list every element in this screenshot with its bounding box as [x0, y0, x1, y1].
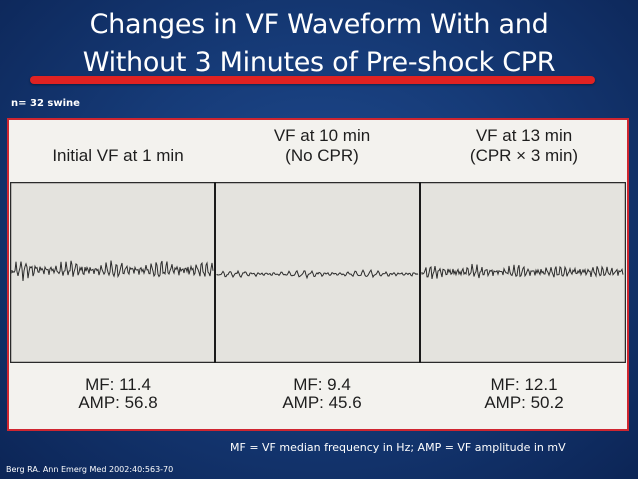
- vf-waveform-10min: [216, 268, 419, 280]
- slide-title: Changes in VF Waveform With and Without …: [0, 6, 638, 82]
- panel-2-heading: VF at 10 min (No CPR): [227, 126, 417, 166]
- title-underline-bar: [30, 76, 595, 84]
- abbreviation-legend: MF = VF median frequency in Hz; AMP = VF…: [230, 441, 566, 454]
- ecg-figure-panel: Initial VF at 1 min VF at 10 min (No CPR…: [7, 118, 629, 431]
- vf-waveform-1min: [11, 260, 214, 282]
- panel-1-values: MF: 11.4 AMP: 56.8: [23, 376, 213, 412]
- panel-3-heading: VF at 13 min (CPR × 3 min): [429, 126, 619, 166]
- panel-1-mf: MF: 11.4: [85, 375, 151, 394]
- title-line-2: Without 3 Minutes of Pre-shock CPR: [82, 47, 556, 78]
- panel-3-heading-line-1: VF at 13 min: [475, 126, 573, 145]
- vf-waveform-13min: [421, 263, 624, 279]
- panel-1-heading-line-2: Initial VF at 1 min: [52, 146, 184, 165]
- panel-2-mf: MF: 9.4: [293, 375, 351, 394]
- panel-3-amp: AMP: 50.2: [484, 393, 564, 412]
- panel-2-amp: AMP: 45.6: [282, 393, 362, 412]
- panel-3-mf: MF: 12.1: [490, 375, 558, 394]
- panel-1-heading-line-1: [23, 126, 213, 146]
- panel-3-heading-line-2: (CPR × 3 min): [469, 146, 579, 165]
- citation: Berg RA. Ann Emerg Med 2002:40:563-70: [6, 465, 174, 474]
- panel-2-heading-line-1: VF at 10 min: [273, 126, 371, 145]
- panel-3-values: MF: 12.1 AMP: 50.2: [429, 376, 619, 412]
- ecg-strip: [10, 182, 626, 363]
- ecg-trace-svg: [10, 182, 626, 363]
- panel-2-heading-line-2: (No CPR): [285, 146, 359, 165]
- title-line-1: Changes in VF Waveform With and: [89, 9, 549, 40]
- panel-1-amp: AMP: 56.8: [78, 393, 158, 412]
- panel-2-values: MF: 9.4 AMP: 45.6: [227, 376, 417, 412]
- panel-1-heading: Initial VF at 1 min: [23, 126, 213, 166]
- sample-size-note: n= 32 swine: [11, 98, 80, 109]
- ecg-strip-border: [10, 182, 626, 363]
